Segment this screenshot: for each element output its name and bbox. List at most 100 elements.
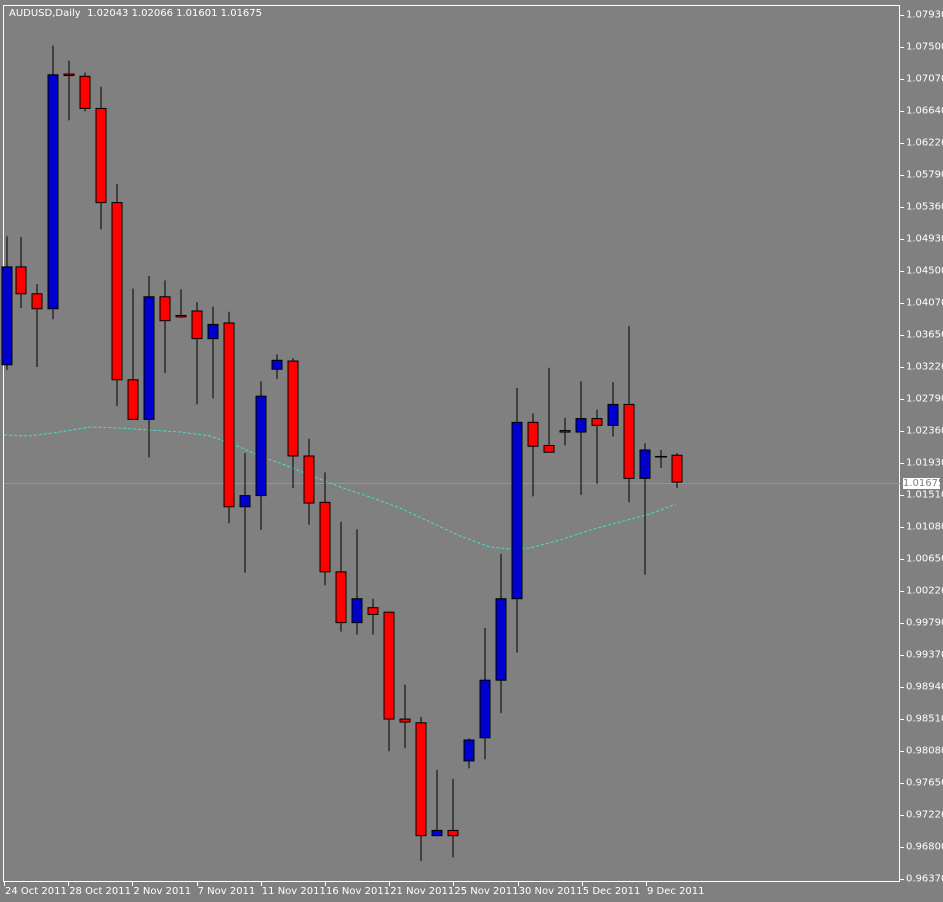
price-tick: [900, 751, 904, 752]
price-tick: [900, 623, 904, 624]
price-tick: [900, 239, 904, 240]
candle: [591, 409, 603, 484]
price-label: 1.02790: [906, 393, 943, 405]
time-tick: [4, 882, 5, 886]
price-label: 1.06220: [906, 137, 943, 149]
time-tick: [517, 882, 519, 886]
date-label: 7 Nov 2011: [197, 886, 256, 897]
price-tick: [900, 271, 904, 272]
price-tick: [900, 591, 904, 592]
candle: [31, 284, 43, 368]
candle: [111, 183, 123, 406]
chart-title: AUDUSD,Daily 1.02043 1.02066 1.01601 1.0…: [9, 8, 263, 19]
candle: [575, 381, 587, 495]
time-tick: [646, 882, 647, 886]
price-tick: [900, 527, 904, 528]
candle: [367, 598, 379, 635]
price-label: 0.96370: [906, 873, 943, 885]
price-label: 1.02360: [906, 425, 943, 437]
price-label: 1.00650: [906, 553, 943, 565]
candle: [15, 236, 27, 308]
current-price-line: [4, 482, 900, 484]
candle: [207, 306, 219, 399]
time-tick: [453, 882, 455, 886]
date-label: 16 Nov 2011: [326, 886, 391, 897]
price-label: 1.07500: [906, 41, 943, 53]
price-label: 1.07070: [906, 73, 943, 85]
date-label: 5 Dec 2011: [582, 886, 641, 897]
candle: [127, 288, 139, 420]
price-tick: [900, 495, 904, 496]
price-tick: [900, 719, 904, 720]
plot-area[interactable]: [3, 5, 900, 882]
date-label: 24 Oct 2011: [5, 886, 67, 897]
date-label: 21 Nov 2011: [390, 886, 455, 897]
candle: [175, 289, 187, 318]
price-label: 1.07930: [906, 9, 943, 21]
candle: [495, 553, 507, 714]
price-tick: [900, 463, 904, 464]
candle: [271, 354, 283, 379]
candle: [479, 627, 491, 760]
price-tick: [900, 303, 904, 304]
date-label: 25 Nov 2011: [454, 886, 519, 897]
candle: [639, 443, 651, 575]
price-tick: [900, 111, 904, 112]
price-tick: [900, 399, 904, 400]
candle: [63, 60, 75, 121]
price-tick: [900, 367, 904, 368]
candle: [447, 778, 459, 858]
candle: [607, 381, 619, 437]
date-label: 9 Dec 2011: [647, 886, 705, 897]
date-label: 30 Nov 2011: [518, 886, 583, 897]
candle: [223, 311, 235, 524]
candle: [351, 529, 363, 635]
candle: [255, 381, 267, 530]
price-label: 1.01080: [906, 521, 943, 533]
price-label: 1.03650: [906, 329, 943, 341]
price-tick: [900, 335, 904, 336]
time-tick: [325, 882, 326, 886]
candle: [335, 521, 347, 632]
price-tick: [900, 783, 904, 784]
time-tick: [68, 882, 70, 886]
time-tick: [260, 882, 262, 886]
price-tick: [900, 815, 904, 816]
candle: [159, 280, 171, 374]
time-tick: [581, 882, 583, 886]
candle: [559, 417, 571, 446]
price-tick: [900, 47, 904, 48]
candle: [399, 684, 411, 749]
price-label: 1.05790: [906, 169, 943, 181]
candle: [303, 438, 315, 525]
price-tick: [900, 559, 904, 560]
price-tick: [900, 143, 904, 144]
candle: [287, 358, 299, 489]
candle: [623, 325, 635, 503]
price-tick: [900, 175, 904, 176]
candle: [47, 45, 59, 320]
candle: [79, 72, 91, 112]
price-tick: [900, 847, 904, 848]
date-label: 28 Oct 2011: [69, 886, 132, 897]
candle: [527, 413, 539, 497]
candle: [463, 738, 475, 769]
price-tick: [900, 15, 904, 16]
candle: [191, 302, 203, 405]
price-label: 1.04930: [906, 233, 943, 245]
time-tick: [196, 882, 198, 886]
candle: [1, 236, 13, 371]
price-tick: [900, 879, 904, 880]
candle: [319, 472, 331, 586]
candle: [511, 387, 523, 653]
candle: [143, 275, 155, 458]
